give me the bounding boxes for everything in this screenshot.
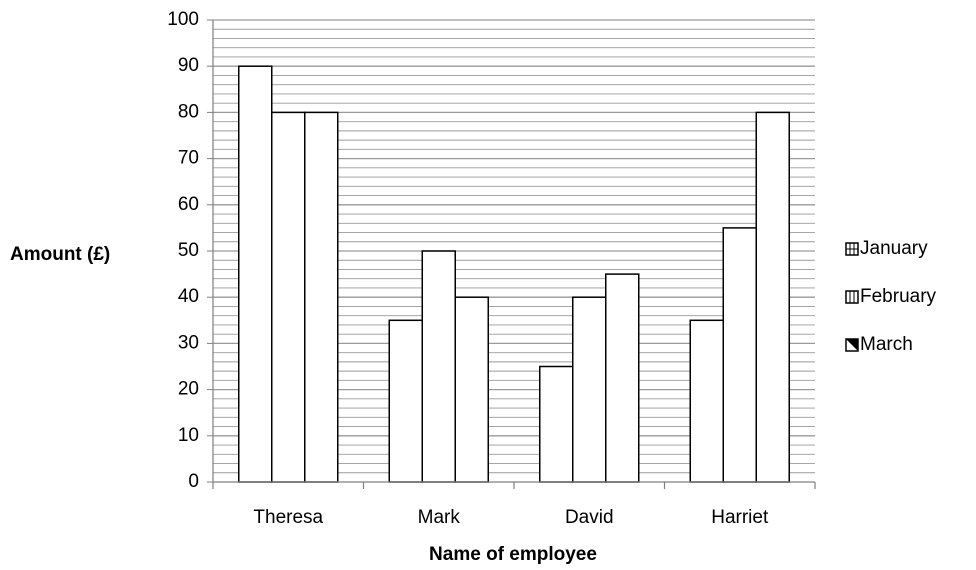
bar-harriet-january [689,319,724,483]
legend: January February March [845,238,937,355]
bar-david-march [605,273,640,483]
y-tick-label: 60 [178,194,199,215]
y-tick-label: 20 [178,379,199,400]
x-tick-label: Theresa [253,507,323,528]
y-tick-label: 0 [188,471,199,492]
y-tick-label: 100 [167,9,199,30]
x-axis-title: Name of employee [429,544,597,565]
bar-mark-february [421,250,456,483]
legend-item-march: March [845,334,913,355]
y-tick-label: 10 [178,425,199,446]
bars-group [238,65,790,483]
bar-mark-january [388,319,423,483]
y-tick-label: 50 [178,240,199,261]
legend-label: January [860,238,928,259]
grid-icon [845,242,859,256]
y-tick-labels: 0 10 20 30 40 50 60 70 80 90 100 [167,9,199,492]
y-tick-label: 80 [178,101,199,122]
bar-theresa-january [238,65,273,483]
half-filled-square-icon [845,338,859,352]
legend-label: March [860,334,913,355]
x-tick-label: David [565,507,614,528]
y-axis-title: Amount (£) [10,244,110,265]
bar-harriet-february [722,227,757,483]
bar-theresa-february [271,111,306,483]
legend-label: February [860,286,937,307]
y-tick-label: 70 [178,148,199,169]
x-tick-labels: Theresa Mark David Harriet [253,507,769,528]
y-tick-label: 30 [178,332,199,353]
bar-david-february [572,296,607,483]
bar-david-january [539,365,574,483]
x-tick-label: Mark [418,507,461,528]
bar-mark-march [454,296,489,483]
bar-theresa-march [304,111,339,483]
y-tick-label: 40 [178,286,199,307]
bar-harriet-march [755,111,790,483]
legend-item-february: February [845,286,937,307]
legend-item-january: January [845,238,928,259]
axes-group [207,19,816,489]
x-tick-label: Harriet [711,507,769,528]
vertical-stripes-icon [845,290,859,304]
y-tick-label: 90 [178,55,199,76]
